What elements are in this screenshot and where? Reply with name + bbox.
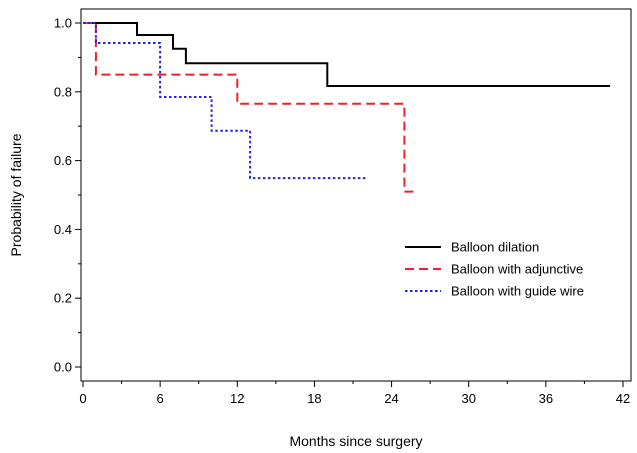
x-tick-label: 0 [79,391,86,406]
x-axis: 0 6 12 18 24 30 36 42 [79,381,630,406]
y-tick-label: 0.0 [54,360,72,375]
y-axis: 0.0 0.2 0.4 0.6 0.8 1.0 [54,16,81,375]
y-tick-label: 0.4 [54,222,72,237]
series-layer [83,22,611,193]
x-tick-label: 24 [384,391,398,406]
x-tick-label: 12 [230,391,244,406]
legend-label: Balloon dilation [451,240,539,255]
x-axis-title: Months since surgery [289,433,422,449]
y-tick-label: 1.0 [54,16,72,31]
legend: Balloon dilation Balloon with adjunctive B… [405,240,584,299]
y-tick-label: 0.8 [54,84,72,99]
x-tick-label: 18 [307,391,321,406]
x-tick-label: 6 [157,391,164,406]
series-line-3 [83,22,366,180]
y-axis-title: Probability of failure [8,133,24,256]
plot-frame [80,8,632,382]
legend-label: Balloon with adjunctive [451,262,583,277]
x-tick-label: 36 [539,391,553,406]
y-tick-label: 0.6 [54,153,72,168]
legend-label: Balloon with guide wire [451,284,584,299]
x-tick-label: 42 [616,391,630,406]
series-line-1 [83,22,611,87]
x-tick-label: 30 [461,391,475,406]
y-tick-label: 0.2 [54,291,72,306]
